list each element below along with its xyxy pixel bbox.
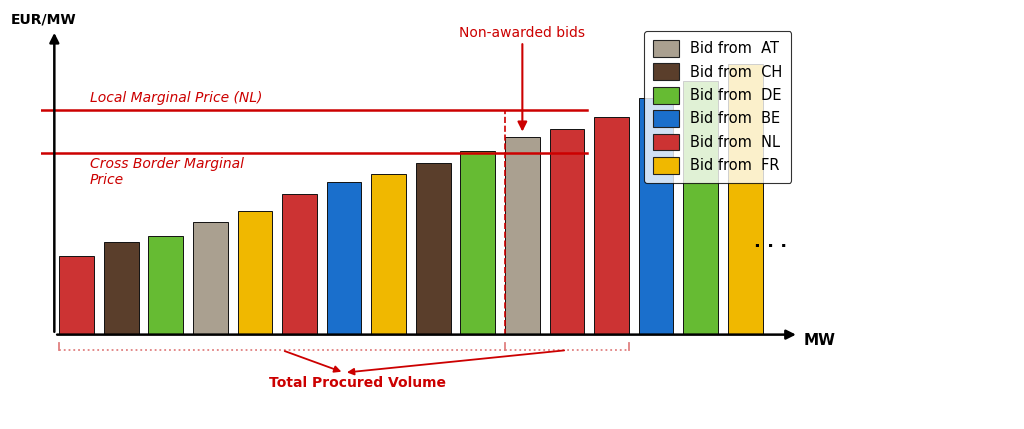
Bar xyxy=(372,174,407,335)
Bar xyxy=(193,222,227,335)
Legend: Bid from  AT, Bid from  CH, Bid from  DE, Bid from  BE, Bid from  NL, Bid from  : Bid from AT, Bid from CH, Bid from DE, B… xyxy=(644,31,792,183)
Bar xyxy=(461,151,496,335)
Text: Cross Border Marginal
Price: Cross Border Marginal Price xyxy=(90,157,244,187)
Text: . . .: . . . xyxy=(755,233,787,251)
Bar xyxy=(594,118,629,335)
Bar xyxy=(728,64,763,335)
Bar xyxy=(59,256,94,335)
Bar xyxy=(148,236,183,335)
Bar xyxy=(550,129,585,335)
Bar xyxy=(639,98,674,335)
Text: Total Procured Volume: Total Procured Volume xyxy=(269,375,445,390)
Text: MW: MW xyxy=(803,333,836,348)
Bar xyxy=(103,242,138,335)
Text: EUR/MW: EUR/MW xyxy=(10,13,76,27)
Text: Non-awarded bids: Non-awarded bids xyxy=(460,26,586,40)
Bar xyxy=(282,193,316,335)
Text: Local Marginal Price (NL): Local Marginal Price (NL) xyxy=(90,91,262,106)
Bar xyxy=(416,163,451,335)
Bar xyxy=(238,211,272,335)
Bar xyxy=(683,81,718,335)
Bar xyxy=(505,137,540,335)
Bar xyxy=(327,182,361,335)
